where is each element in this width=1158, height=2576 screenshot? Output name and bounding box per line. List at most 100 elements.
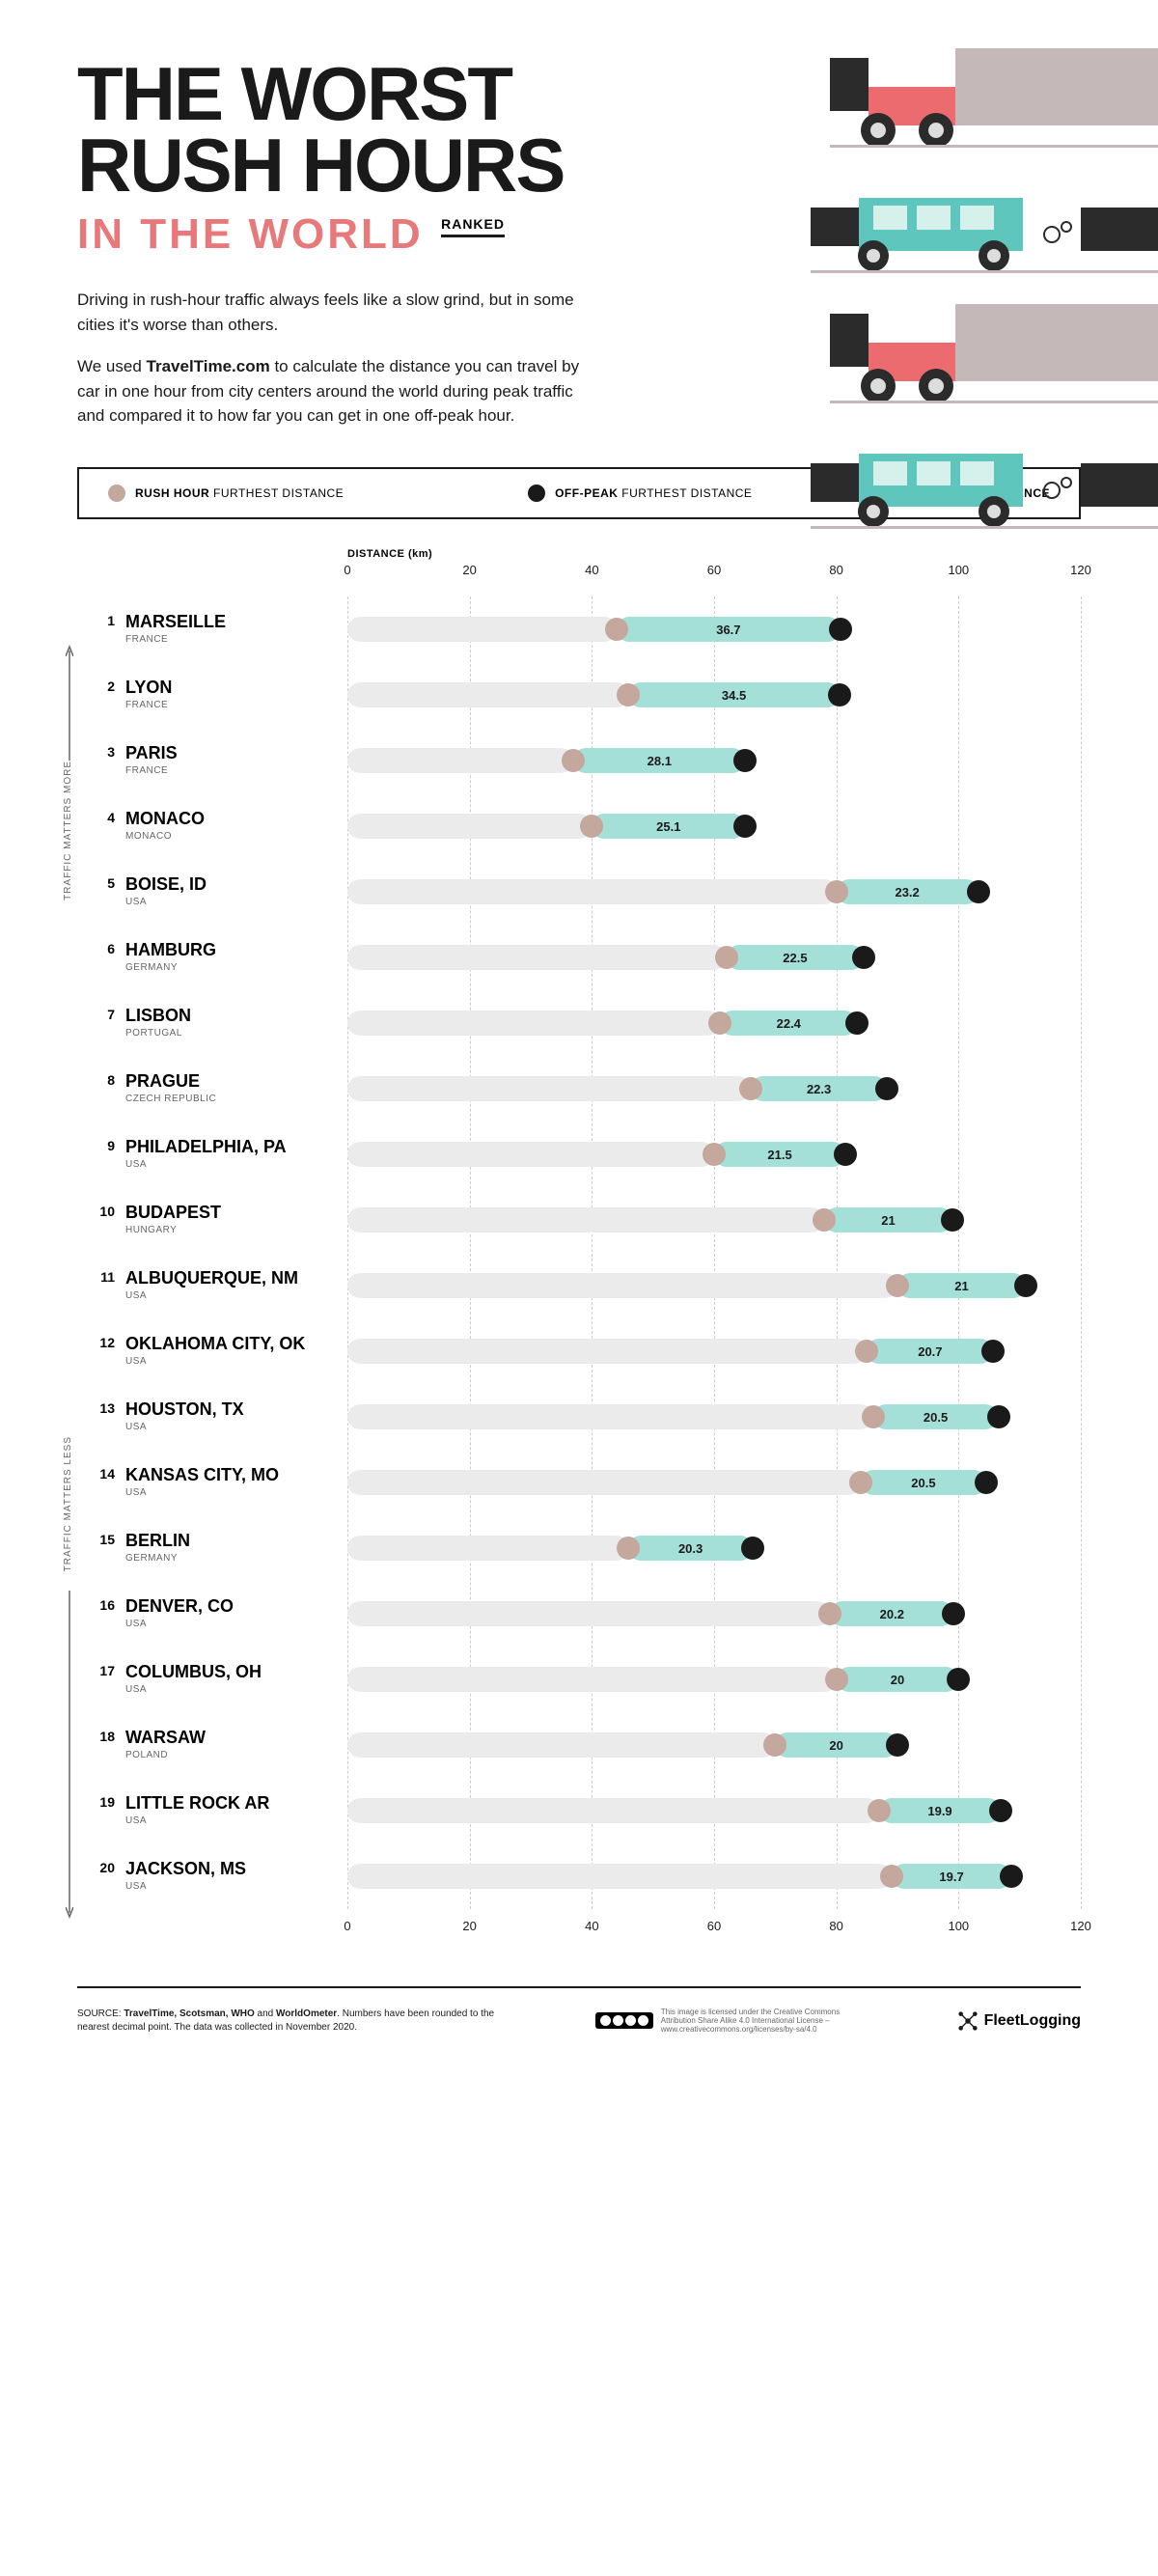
diff-label: 20.7 [918, 1344, 942, 1359]
rank-number: 19 [92, 1794, 115, 1810]
rush-dot-icon [108, 485, 125, 502]
city-block: JACKSON, MSUSA [125, 1860, 347, 1892]
chart-row: 20JACKSON, MSUSA19.7 [125, 1843, 1081, 1909]
diff-label: 21 [954, 1279, 968, 1293]
bar-track [347, 1864, 892, 1889]
rank-number: 4 [92, 810, 115, 825]
bar-area: 23.2 [347, 874, 1081, 909]
city-country: USA [125, 1422, 328, 1432]
bar-track [347, 1798, 879, 1823]
rank-number: 16 [92, 1597, 115, 1613]
peak-marker [1014, 1274, 1037, 1297]
axis-tick: 60 [707, 1919, 721, 1933]
diff-label: 20.5 [911, 1476, 935, 1490]
city-block: LITTLE ROCK AR USA [125, 1794, 347, 1826]
city-country: USA [125, 1290, 328, 1301]
peak-marker [975, 1471, 998, 1494]
city-block: PRAGUECZECH REPUBLIC [125, 1072, 347, 1104]
city-name: BOISE, ID [125, 875, 328, 893]
chart-row: 19LITTLE ROCK ARUSA19.9 [125, 1778, 1081, 1843]
bar-track [347, 617, 617, 642]
city-block: BUDAPESTHUNGARY [125, 1204, 347, 1235]
bar-track [347, 1470, 861, 1495]
side-label-more: TRAFFIC MATTERS MORE [63, 761, 73, 900]
city-country: USA [125, 1815, 328, 1826]
rank-number: 3 [92, 744, 115, 760]
city-country: GERMANY [125, 1553, 328, 1564]
peak-dot-icon [528, 485, 545, 502]
axis-bottom: 020406080100120 [347, 1919, 1081, 1948]
rush-marker [862, 1405, 885, 1428]
rush-marker [855, 1340, 878, 1363]
bar-area: 21 [347, 1203, 1081, 1237]
city-country: GERMANY [125, 962, 328, 973]
axis-tick: 100 [948, 1919, 969, 1933]
city-block: MONACOMONACO [125, 810, 347, 842]
city-block: PARISFRANCE [125, 744, 347, 776]
axis-tick: 40 [585, 1919, 598, 1933]
bar-track [347, 814, 592, 839]
city-block: ALBUQUERQUE, NM USA [125, 1269, 347, 1301]
rank-number: 1 [92, 613, 115, 628]
chart-row: 6HAMBURGGERMANY22.5 [125, 925, 1081, 990]
axis-tick: 20 [462, 563, 476, 577]
chart-row: 10BUDAPESTHUNGARY21 [125, 1187, 1081, 1253]
city-block: WARSAWPOLAND [125, 1729, 347, 1760]
license: This image is licensed under the Creativ… [595, 2008, 873, 2034]
rush-marker [868, 1799, 891, 1822]
rush-marker [739, 1077, 762, 1100]
city-name: JACKSON, MS [125, 1860, 328, 1877]
bar-track [347, 1142, 714, 1167]
bar-area: 25.1 [347, 809, 1081, 844]
bar-area: 36.7 [347, 612, 1081, 647]
city-name: MARSEILLE [125, 613, 328, 630]
axis-top: 020406080100120 [347, 563, 1081, 592]
rush-marker [825, 880, 848, 903]
legend-rush: RUSH HOUR FURTHEST DISTANCE [108, 485, 344, 502]
city-name: OKLAHOMA CITY, OK [125, 1335, 328, 1352]
rush-marker [880, 1865, 903, 1888]
rush-marker [617, 683, 640, 706]
bar-area: 20.2 [347, 1596, 1081, 1631]
ranked-badge: RANKED [441, 216, 505, 237]
city-country: USA [125, 1356, 328, 1367]
diff-label: 36.7 [716, 623, 740, 637]
peak-marker [987, 1405, 1010, 1428]
city-country: FRANCE [125, 765, 328, 776]
city-country: USA [125, 1684, 328, 1695]
intro-p2: We used TravelTime.com to calculate the … [77, 354, 598, 429]
chart-row: 18WARSAWPOLAND20 [125, 1712, 1081, 1778]
bar-track [347, 1667, 837, 1692]
intro-p1: Driving in rush-hour traffic always feel… [77, 288, 598, 337]
bar-area: 20 [347, 1728, 1081, 1762]
rank-number: 6 [92, 941, 115, 956]
city-country: USA [125, 1159, 328, 1170]
axis-tick: 60 [707, 563, 721, 577]
diff-label: 21 [881, 1213, 895, 1228]
diff-label: 20 [891, 1673, 904, 1687]
diff-label: 20.3 [678, 1541, 703, 1556]
bar-track [347, 1339, 867, 1364]
peak-marker [829, 618, 852, 641]
peak-marker [733, 815, 757, 838]
rank-number: 17 [92, 1663, 115, 1678]
bar-track [347, 1404, 873, 1429]
bar-area: 20.3 [347, 1531, 1081, 1565]
city-name: ALBUQUERQUE, NM [125, 1269, 328, 1287]
peak-marker [733, 749, 757, 772]
source-text: SOURCE: TravelTime, Scotsman, WHO and Wo… [77, 2008, 511, 2035]
peak-marker [741, 1537, 764, 1560]
peak-marker [1000, 1865, 1023, 1888]
rush-marker [825, 1668, 848, 1691]
diff-label: 28.1 [648, 754, 672, 768]
city-name: LITTLE ROCK AR [125, 1794, 328, 1812]
bar-area: 21 [347, 1268, 1081, 1303]
rush-marker [617, 1537, 640, 1560]
bar-area: 20.7 [347, 1334, 1081, 1369]
chart-row: 3PARISFRANCE28.1 [125, 728, 1081, 793]
city-name: DENVER, CO [125, 1597, 328, 1615]
peak-marker [941, 1208, 964, 1232]
city-block: DENVER, COUSA [125, 1597, 347, 1629]
bar-track [347, 1601, 830, 1626]
rush-marker [605, 618, 628, 641]
